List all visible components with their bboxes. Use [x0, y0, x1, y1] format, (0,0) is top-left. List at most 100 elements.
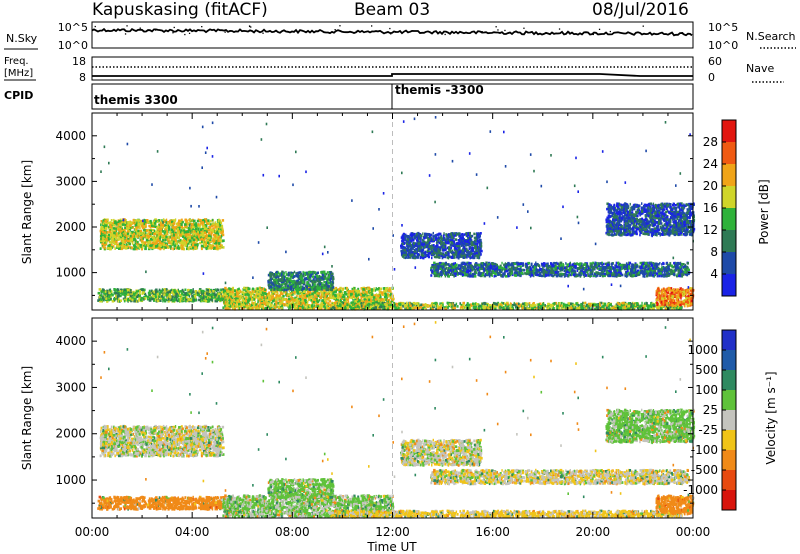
- power-cell: [148, 246, 150, 250]
- power-cell: [182, 290, 185, 294]
- power-cell: [138, 219, 141, 222]
- power-cell: [135, 220, 137, 223]
- power-cell: [284, 275, 287, 279]
- noise-search-point: [598, 28, 601, 30]
- power-cell: [116, 298, 119, 302]
- noise-search-point: [592, 33, 594, 36]
- power-cell: [188, 299, 191, 303]
- power-cell: [120, 225, 123, 228]
- power-cell: [125, 290, 128, 293]
- power-cell: [204, 236, 207, 240]
- power-cell: [216, 246, 220, 250]
- power-cell: [302, 301, 305, 305]
- power-cell: [373, 287, 375, 290]
- power-cell: [142, 231, 144, 235]
- power-cell: [350, 290, 353, 293]
- power-cell: [149, 225, 152, 229]
- power-cell: [101, 232, 103, 236]
- power-cell: [296, 285, 299, 289]
- power-cell: [372, 296, 376, 299]
- power-cell: [212, 237, 215, 240]
- power-cell: [201, 240, 203, 244]
- power-cell: [324, 297, 327, 301]
- power-cell: [152, 222, 156, 226]
- power-cell: [118, 247, 121, 250]
- power-cell: [377, 294, 380, 298]
- power-cell: [104, 292, 108, 296]
- power-cell: [226, 297, 229, 300]
- power-cell: [122, 241, 125, 244]
- power-cell: [121, 240, 123, 243]
- power-cell: [211, 299, 214, 302]
- power-cell: [232, 302, 235, 306]
- power-cell: [153, 239, 156, 242]
- power-cell: [199, 226, 201, 230]
- power-cell: [115, 226, 118, 229]
- noise-search-point: [250, 26, 252, 28]
- power-cell: [222, 233, 225, 237]
- power-cell: [204, 295, 208, 299]
- power-cell: [296, 292, 300, 295]
- power-cell: [256, 290, 258, 293]
- power-cell: [118, 236, 120, 239]
- power-cell: [182, 293, 186, 297]
- power-cell: [199, 218, 201, 222]
- power-cell: [202, 299, 205, 303]
- power-cell: [107, 244, 110, 248]
- power-cell: [162, 299, 164, 303]
- power-cell: [143, 244, 146, 247]
- power-cell: [187, 223, 190, 226]
- power-cell: [238, 290, 241, 293]
- power-cell: [105, 238, 107, 242]
- power-cell: [209, 226, 212, 229]
- power-cell: [153, 229, 156, 233]
- power-cell: [208, 290, 211, 293]
- power-cell: [194, 294, 197, 298]
- power-cell: [161, 223, 163, 227]
- power-cell: [368, 298, 371, 302]
- power-cell: [311, 292, 314, 296]
- power-cell: [132, 292, 136, 296]
- power-cell: [138, 297, 141, 301]
- power-cell: [192, 219, 195, 223]
- power-cell: [361, 294, 365, 297]
- power-cell: [270, 288, 272, 291]
- power-cell: [159, 221, 163, 225]
- power-cell: [139, 244, 143, 247]
- power-cell: [119, 227, 122, 231]
- power-cell: [109, 297, 112, 300]
- power-cell: [172, 295, 174, 298]
- power-cell: [168, 241, 171, 245]
- power-cell: [132, 244, 136, 247]
- power-cell: [133, 247, 136, 251]
- power-cell: [220, 290, 224, 294]
- power-cell: [252, 302, 254, 305]
- power-cell: [273, 288, 275, 292]
- power-cell: [117, 223, 119, 226]
- power-cell: [183, 241, 185, 244]
- power-cell: [130, 226, 132, 229]
- power-cell: [208, 295, 211, 299]
- power-cell: [332, 277, 335, 281]
- power-cell: [102, 236, 104, 239]
- power-cell: [152, 295, 155, 298]
- noise-search-point: [515, 31, 517, 33]
- power-cell: [172, 247, 174, 251]
- power-cell: [126, 298, 129, 301]
- power-cell: [200, 297, 202, 301]
- power-cell: [282, 294, 285, 298]
- power-cell: [193, 233, 195, 236]
- power-cell: [264, 292, 267, 295]
- power-cell: [210, 294, 213, 298]
- power-cell: [187, 247, 190, 251]
- power-cell: [210, 231, 213, 235]
- freq-right-tick-top: 60: [708, 55, 722, 68]
- power-cell: [180, 246, 182, 249]
- power-cell: [129, 236, 131, 239]
- power-cell: [150, 236, 153, 239]
- power-cell: [337, 296, 340, 300]
- power-cell: [142, 237, 145, 240]
- power-cell: [149, 298, 151, 301]
- power-cell: [178, 219, 181, 222]
- power-cell: [153, 232, 156, 236]
